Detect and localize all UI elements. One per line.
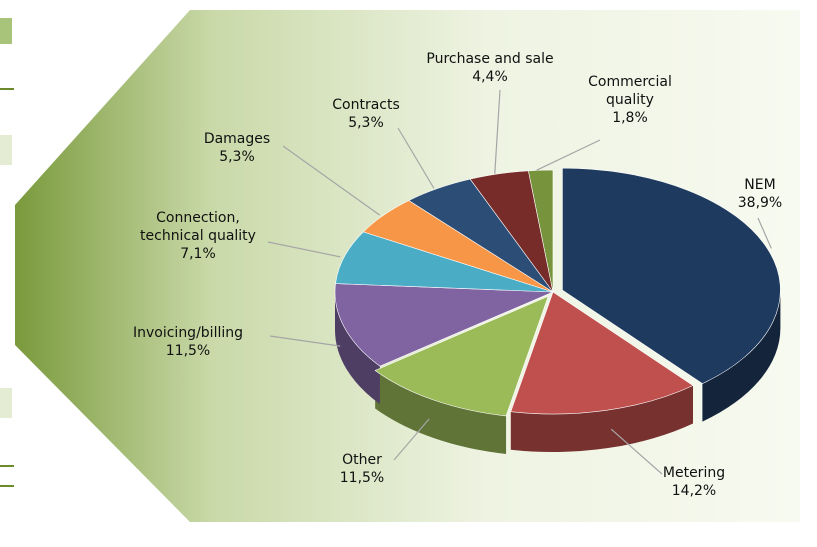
slice-side [702, 290, 781, 422]
slice-label: Invoicing/billing 11,5% [108, 324, 268, 360]
slice-label: Commercial quality 1,8% [580, 73, 680, 127]
category-label: Damages [203, 131, 271, 147]
decor-line [0, 465, 14, 467]
leader-line [494, 89, 501, 174]
decor-line [0, 485, 14, 487]
slice-label: Purchase and sale 4,4% [410, 50, 570, 86]
value-label: 11,5% [339, 470, 385, 486]
value-label: 5,3% [219, 149, 255, 165]
slice-label: Metering 14,2% [649, 464, 739, 500]
leader-line [269, 335, 341, 347]
decor-box [0, 388, 12, 418]
category-label: Connection, technical quality [140, 210, 256, 244]
leader-line [757, 217, 772, 249]
slice-label: Damages 5,3% [192, 130, 282, 166]
slice-side [335, 292, 380, 405]
value-label: 11,5% [165, 343, 211, 359]
pie-slice [374, 295, 549, 417]
value-label: 1,8% [612, 110, 648, 126]
category-label: Invoicing/billing [132, 325, 243, 341]
category-label: Commercial quality [588, 74, 672, 108]
pie-slice [334, 283, 554, 367]
value-label: 4,4% [472, 69, 508, 85]
slice-label: NEM 38,9% [720, 176, 800, 212]
leader-line [536, 139, 601, 171]
pie-slice [528, 169, 554, 293]
leader-line [393, 418, 430, 461]
leader-line [397, 127, 435, 189]
value-label: 5,3% [348, 115, 384, 131]
leader-line [610, 428, 663, 475]
category-label: Other [342, 452, 382, 468]
slice-label: Contracts 5,3% [321, 96, 411, 132]
leader-line [267, 241, 341, 258]
decor-box [0, 18, 12, 44]
decor-line [0, 88, 14, 90]
category-label: Contracts [332, 97, 400, 113]
category-label: Metering [662, 465, 726, 481]
leader-line [282, 145, 381, 216]
value-label: 38,9% [737, 195, 783, 211]
category-label: Purchase and sale [426, 51, 554, 67]
slice-label: Connection, technical quality 7,1% [128, 209, 268, 263]
value-label: 7,1% [180, 246, 216, 262]
category-label: NEM [744, 177, 776, 193]
pie-slice [510, 291, 694, 415]
value-label: 14,2% [671, 483, 717, 499]
slice-side [375, 370, 507, 454]
pie-slice [562, 167, 781, 384]
slice-label: Other 11,5% [327, 451, 397, 487]
decor-box [0, 135, 12, 165]
